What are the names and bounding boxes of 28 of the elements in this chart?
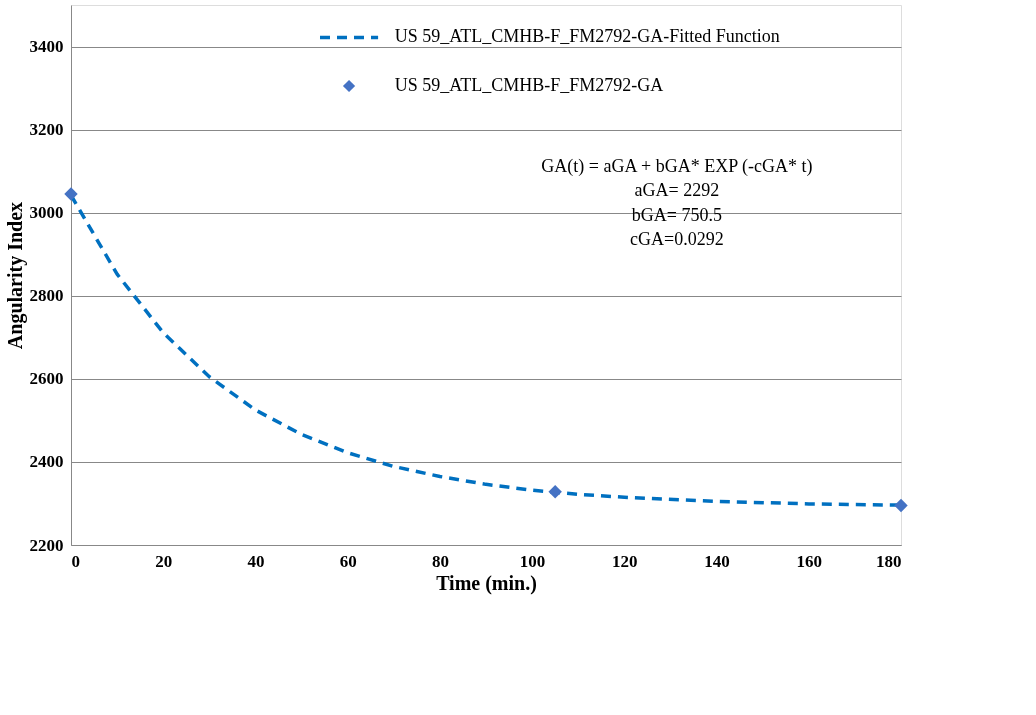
x-tick-label: 180 — [876, 551, 902, 571]
annotation: cGA=0.0292 — [630, 228, 724, 249]
legend-label: US 59_ATL_CMHB-F_FM2792-GA-Fitted Function — [394, 26, 780, 47]
y-tick-label: 3000 — [29, 203, 64, 223]
y-axis-title: Angularity Index — [3, 201, 27, 350]
x-axis-title: Time (min.) — [436, 571, 537, 595]
x-tick-label: 20 — [155, 551, 173, 571]
x-tick-label: 80 — [431, 551, 449, 571]
y-tick-label: 2800 — [29, 286, 64, 306]
x-tick-label: 60 — [339, 551, 357, 571]
y-tick-label: 2400 — [29, 452, 64, 472]
point — [548, 485, 562, 499]
x-tick-label: 120 — [612, 551, 638, 571]
y-tick-label: 2600 — [29, 369, 64, 389]
x-tick-label: 100 — [519, 551, 546, 571]
x-tick-label: 40 — [247, 551, 265, 571]
y-tick-label: 3200 — [29, 120, 64, 140]
annotation: aGA= 2292 — [634, 180, 720, 201]
y-tick-label: 3400 — [29, 37, 64, 57]
annotation: bGA= 750.5 — [631, 204, 722, 225]
annotation: GA(t) = aGA + bGA* EXP (-cGA* t) — [541, 156, 813, 177]
x-tick-label: 0 — [71, 551, 80, 571]
x-tick-label: 160 — [796, 551, 823, 571]
y-tick-label: 2200 — [29, 535, 64, 555]
x-tick-label: 140 — [704, 551, 730, 571]
legend-label: US 59_ATL_CMHB-F_FM2792-GA — [394, 75, 664, 95]
point — [894, 498, 908, 513]
point — [64, 187, 78, 201]
